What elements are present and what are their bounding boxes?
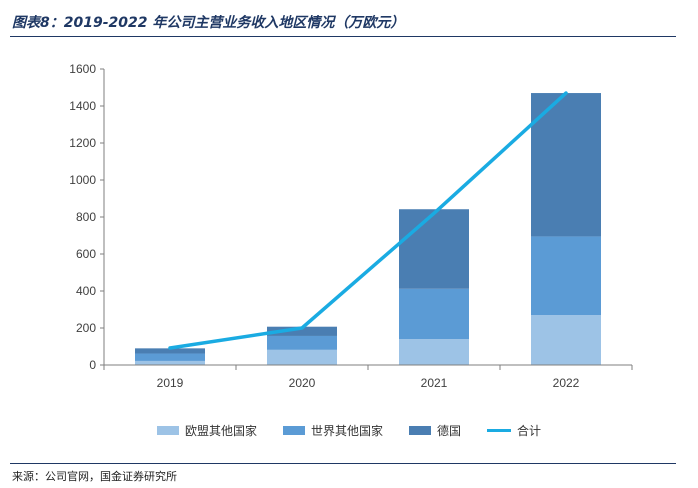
y-tick-label: 400 — [76, 284, 96, 298]
bar-world-other-2021 — [399, 288, 469, 340]
source-note: 来源：公司官网，国金证券研究所 — [12, 470, 177, 483]
x-axis: 2019 2020 2021 2022 — [103, 364, 633, 390]
legend-item-germany: 德国 — [409, 422, 461, 439]
bar-germany-2020 — [267, 326, 337, 336]
total-point-2021 — [432, 211, 436, 215]
total-line — [168, 91, 568, 350]
y-tick-label: 1400 — [69, 99, 96, 113]
y-tick-label: 800 — [76, 210, 96, 224]
y-tick-label: 1200 — [69, 136, 96, 150]
y-tick-label: 1000 — [69, 173, 96, 187]
y-tick-label: 1600 — [69, 62, 96, 76]
bar-eu-other-2022 — [531, 315, 601, 365]
legend-label-total: 合计 — [517, 424, 542, 438]
y-axis: 0 200 400 600 800 1000 1200 1400 1600 — [69, 62, 105, 372]
legend-swatch-germany — [409, 426, 431, 435]
legend-label-world-other: 世界其他国家 — [310, 424, 383, 438]
x-tick-label: 2021 — [421, 376, 448, 390]
total-point-2019 — [168, 346, 172, 350]
chart-title: 图表8：2019-2022 年公司主营业务收入地区情况（万欧元） — [12, 15, 405, 31]
bar-germany-2022 — [531, 93, 601, 237]
bar-germany-2019 — [135, 348, 205, 354]
legend-item-world-other: 世界其他国家 — [282, 422, 383, 439]
legend-label-germany: 德国 — [437, 424, 462, 438]
legend-swatch-world-other — [282, 426, 305, 435]
legend-item-eu-other: 欧盟其他国家 — [156, 422, 257, 439]
x-tick-label: 2020 — [289, 376, 316, 390]
total-point-2022 — [564, 91, 568, 95]
bar-eu-other-2019 — [135, 360, 205, 365]
legend: 欧盟其他国家 世界其他国家 德国 合计 — [0, 422, 698, 439]
y-tick-label: 200 — [76, 321, 96, 335]
bar-eu-other-2020 — [267, 349, 337, 365]
bar-layer — [135, 93, 601, 365]
y-tick-label: 0 — [89, 358, 96, 372]
legend-label-eu-other: 欧盟其他国家 — [184, 424, 257, 438]
title-divider — [10, 36, 676, 37]
legend-item-total: 合计 — [487, 422, 541, 439]
footer-divider — [10, 463, 676, 464]
legend-swatch-total — [487, 429, 512, 432]
bar-world-other-2019 — [135, 353, 205, 361]
bar-germany-2021 — [399, 209, 469, 289]
legend-swatch-eu-other — [156, 426, 179, 435]
bar-world-other-2020 — [267, 335, 337, 350]
x-tick-label: 2019 — [157, 376, 184, 390]
x-tick-label: 2022 — [553, 376, 580, 390]
total-point-2020 — [300, 326, 304, 330]
total-line-layer — [168, 91, 568, 350]
bar-world-other-2022 — [531, 236, 601, 316]
bar-eu-other-2021 — [399, 339, 469, 365]
y-tick-label: 600 — [76, 247, 96, 261]
